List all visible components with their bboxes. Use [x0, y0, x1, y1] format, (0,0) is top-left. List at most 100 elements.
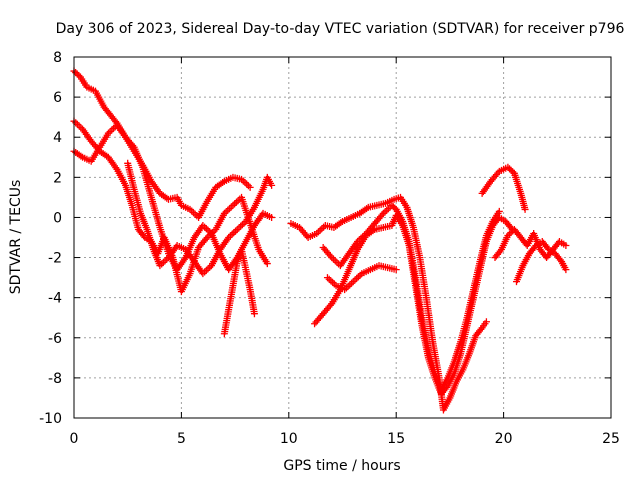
- y-tick-label: -10: [39, 411, 62, 427]
- data-point: [378, 211, 386, 219]
- data-point: [108, 126, 116, 134]
- data-point: [325, 275, 333, 283]
- y-tick-label: 4: [53, 130, 62, 146]
- data-point: [268, 213, 276, 221]
- x-tick-labels: 0 5 10 15 20 25: [70, 431, 620, 447]
- data-point: [72, 69, 80, 77]
- data-point: [496, 247, 504, 255]
- data-point: [504, 231, 512, 239]
- data-point: [323, 274, 331, 282]
- axis-ticks: [73, 56, 612, 419]
- data-point: [202, 266, 210, 274]
- data-point: [232, 227, 240, 235]
- chart-title: Day 306 of 2023, Sidereal Day-to-day VTE…: [56, 21, 625, 37]
- data-point: [348, 279, 356, 287]
- x-tick-label: 15: [387, 431, 405, 447]
- data-series-6: [287, 193, 490, 414]
- data-point: [506, 230, 514, 238]
- x-tick-label: 25: [602, 431, 620, 447]
- data-series-12: [512, 238, 570, 286]
- data-point: [228, 230, 236, 238]
- x-tick-label: 10: [280, 431, 298, 447]
- y-tick-label: 6: [53, 90, 62, 106]
- y-tick-label: -4: [48, 291, 62, 307]
- data-point: [191, 210, 199, 218]
- x-tick-label: 20: [495, 431, 513, 447]
- data-point: [349, 278, 357, 286]
- data-point: [75, 122, 83, 130]
- data-point: [331, 257, 339, 265]
- data-point: [233, 225, 241, 233]
- x-axis-label: GPS time / hours: [283, 458, 400, 474]
- data-point: [351, 276, 359, 284]
- data-series-8: [319, 201, 503, 394]
- y-tick-label: -2: [48, 251, 62, 267]
- data-point: [244, 182, 252, 190]
- data-series-10: [478, 163, 529, 213]
- data-point: [230, 229, 238, 237]
- data-point: [562, 266, 570, 274]
- data-point: [75, 72, 83, 80]
- data-point: [562, 242, 570, 250]
- data-point: [268, 181, 276, 189]
- data-point: [243, 180, 251, 188]
- data-point: [494, 169, 502, 177]
- y-tick-label: 8: [53, 50, 62, 66]
- data-point: [353, 274, 361, 282]
- data-point: [227, 203, 235, 211]
- data-point: [346, 281, 354, 289]
- data-series-9: [323, 262, 400, 294]
- data-point: [495, 207, 503, 215]
- data-point: [263, 260, 271, 268]
- y-axis-label: SDTVAR / TECUs: [8, 180, 24, 295]
- data-point: [224, 206, 232, 214]
- data-point: [320, 223, 328, 231]
- data-point: [329, 278, 337, 286]
- data-point: [326, 301, 334, 309]
- data-point: [73, 120, 81, 128]
- data-point: [329, 255, 337, 263]
- data-points: [70, 67, 570, 414]
- data-point: [477, 325, 485, 333]
- data-point: [383, 206, 391, 214]
- data-point: [392, 266, 400, 274]
- data-point: [72, 119, 80, 127]
- data-point: [509, 168, 517, 176]
- data-point: [316, 226, 324, 234]
- data-point: [246, 183, 254, 191]
- data-point: [161, 257, 169, 265]
- y-tick-label: -6: [48, 331, 62, 347]
- data-series-1: [70, 67, 254, 221]
- data-point: [241, 179, 249, 187]
- data-point: [326, 252, 334, 260]
- data-point: [237, 222, 245, 230]
- data-point: [202, 225, 210, 233]
- data-point: [250, 310, 258, 318]
- data-point: [129, 142, 137, 150]
- y-tick-label: 2: [53, 170, 62, 186]
- data-point: [238, 221, 246, 229]
- data-point: [226, 205, 234, 213]
- x-tick-label: 0: [70, 431, 79, 447]
- data-point: [327, 277, 335, 285]
- data-series-4: [124, 159, 276, 278]
- data-point: [556, 256, 564, 264]
- y-tick-label: -8: [48, 371, 62, 387]
- data-point: [231, 200, 239, 208]
- y-tick-labels: -10 -8 -6 -4 -2 0 2 4 6 8: [39, 50, 62, 427]
- data-series-5: [220, 246, 258, 338]
- data-point: [504, 163, 512, 171]
- data-point: [506, 165, 514, 173]
- data-point: [354, 273, 362, 281]
- data-point: [204, 265, 212, 273]
- data-point: [229, 201, 237, 209]
- data-point: [521, 205, 529, 213]
- data-point: [234, 197, 242, 205]
- data-point: [189, 209, 197, 217]
- data-point: [73, 70, 81, 78]
- data-point: [482, 318, 490, 326]
- x-tick-label: 5: [177, 431, 186, 447]
- plot-frame: [73, 56, 612, 419]
- data-point: [235, 224, 243, 232]
